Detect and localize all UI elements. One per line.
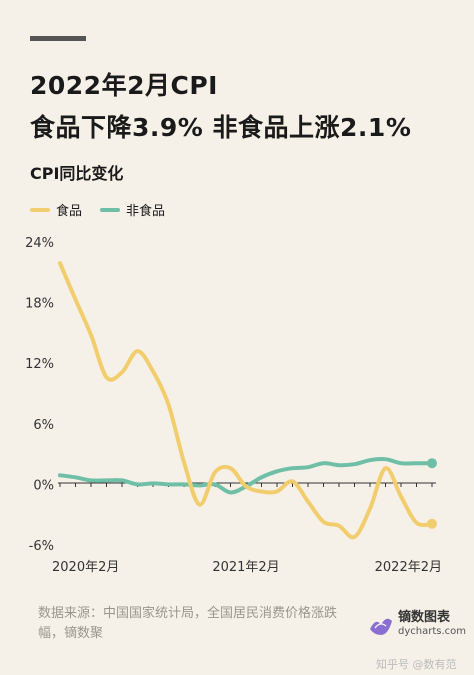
legend-label-food: 食品 — [56, 204, 83, 219]
brand-logo-icon — [370, 618, 392, 635]
page-title-line1: 2022年2月CPI — [30, 71, 218, 100]
brand-name: 镝数图表 — [398, 610, 451, 625]
chart-legend: 食品 非食品 — [30, 200, 183, 219]
y-tick-label: 12% — [25, 357, 54, 372]
y-tick-label: 18% — [25, 297, 54, 312]
y-tick-label: 24% — [25, 236, 54, 251]
footer-credit: 知乎号 @数有范 — [376, 658, 457, 671]
series-line-food — [58, 261, 434, 540]
y-tick-label: -6% — [29, 539, 54, 554]
x-tick-label: 2021年2月 — [212, 560, 279, 575]
cpi-line-chart: 24% 18% 12% 6% 0% -6% 2020年2月 2021年2月 2022年2月 — [25, 236, 442, 575]
legend-swatch-food — [30, 207, 50, 212]
x-tick-label: 2022年2月 — [375, 560, 442, 575]
x-tick-label: 2020年2月 — [52, 560, 119, 575]
brand-mark: 镝数图表 dycharts.com — [368, 610, 466, 638]
series-endpoint-nonfood — [427, 458, 437, 469]
y-tick-label: 0% — [33, 478, 54, 493]
series-endpoint-food — [427, 518, 437, 529]
legend-label-nonfood: 非食品 — [126, 204, 166, 219]
data-source-note: 数据来源：中国国家统计局，全国居民消费价格涨跌幅，镝数聚 — [38, 606, 338, 641]
legend-swatch-nonfood — [100, 207, 121, 212]
page-title-line2: 食品下降3.9% 非食品上涨2.1% — [30, 113, 412, 142]
legend-item-food: 食品 — [30, 200, 82, 219]
chart-subtitle: CPI同比变化 — [30, 164, 124, 183]
top-rule — [30, 36, 86, 41]
y-tick-label: 6% — [33, 418, 54, 433]
legend-item-nonfood: 非食品 — [100, 200, 165, 219]
brand-url: dycharts.com — [398, 626, 467, 637]
